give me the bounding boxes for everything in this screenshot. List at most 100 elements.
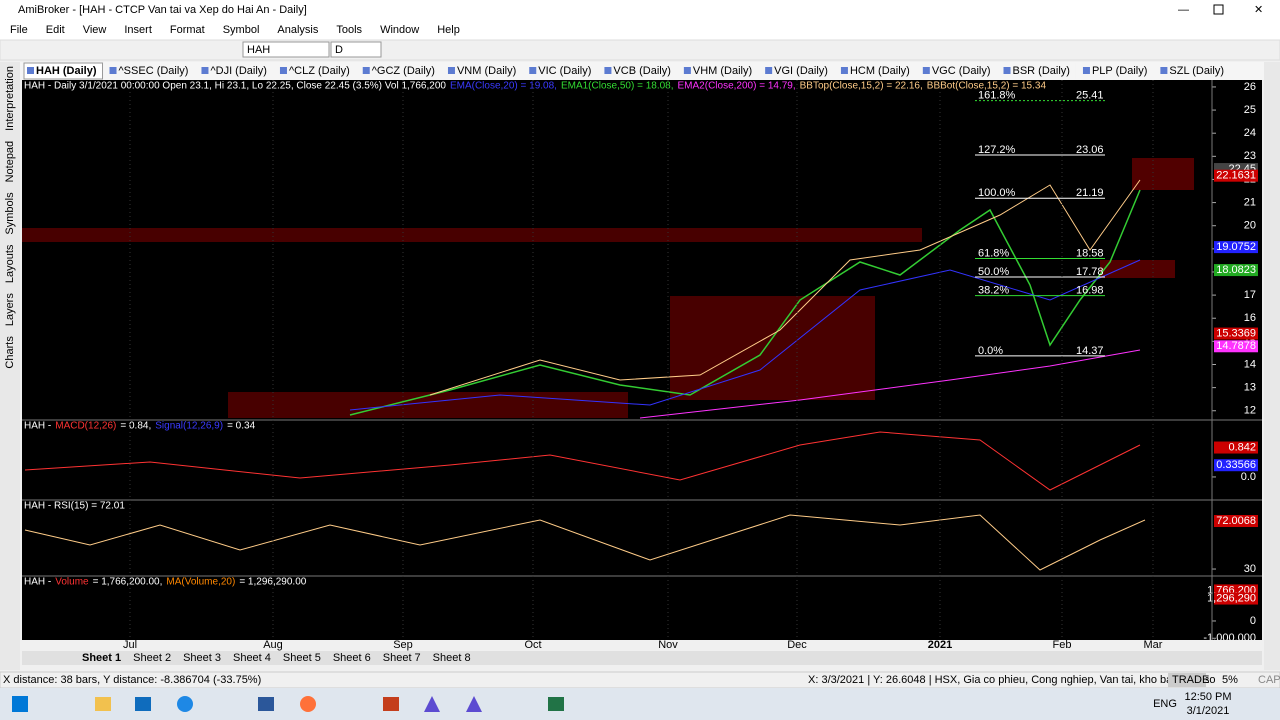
menu-item[interactable]: File <box>10 24 28 36</box>
side-tab[interactable]: Layouts <box>4 244 16 283</box>
side-tab[interactable]: Layers <box>4 293 16 327</box>
app-icon[interactable] <box>424 696 440 712</box>
value-marker-label: 15.3369 <box>1216 327 1256 339</box>
app-icon[interactable] <box>135 697 151 711</box>
tab[interactable] <box>680 63 759 79</box>
tab[interactable] <box>762 63 834 79</box>
tab[interactable] <box>444 63 523 79</box>
app-icon[interactable] <box>548 697 564 711</box>
ema200-path <box>639 349 1141 419</box>
window-title: AmiBroker - [HAH - CTCP Van tai va Xep d… <box>18 4 307 16</box>
tab-icon <box>604 67 612 74</box>
x-tick-label: Jul <box>123 639 137 651</box>
menu-item[interactable]: Tools <box>336 24 362 36</box>
zone <box>670 296 875 400</box>
menu-item[interactable]: Edit <box>46 24 65 36</box>
x-axis-bar <box>22 640 1262 650</box>
tab-label: HAH (Daily) <box>36 65 97 77</box>
tab-label: VNM (Daily) <box>457 65 516 77</box>
app-icon[interactable] <box>383 697 399 711</box>
value-marker-label: 0.842 <box>1228 441 1256 453</box>
tab[interactable] <box>837 63 916 79</box>
pane-header: EMA1(Close,50) = 18.08, <box>561 81 674 92</box>
zone <box>228 392 628 418</box>
start-button[interactable] <box>12 696 28 712</box>
x-tick-label: 2021 <box>928 639 952 651</box>
sheet-tab[interactable]: Sheet 3 <box>183 652 221 664</box>
app-icon[interactable] <box>177 696 193 712</box>
menu-item[interactable]: Symbol <box>223 24 260 36</box>
zone <box>22 228 922 242</box>
app-icon[interactable] <box>466 696 482 712</box>
menu-item[interactable]: Insert <box>124 24 152 36</box>
tab[interactable] <box>1000 63 1076 79</box>
tab[interactable] <box>1157 63 1230 79</box>
app-icon[interactable] <box>258 697 274 711</box>
tab[interactable] <box>359 63 441 79</box>
menu-item[interactable]: Help <box>437 24 460 36</box>
tab-label: VGC (Daily) <box>932 65 991 77</box>
chart-area <box>22 80 1262 640</box>
sheet-tab[interactable]: Sheet 8 <box>433 652 471 664</box>
value-marker <box>1214 515 1258 528</box>
tab[interactable] <box>601 63 677 79</box>
pane-header: = 0.34 <box>227 421 256 432</box>
clock-date[interactable]: 3/1/2021 <box>1187 705 1230 717</box>
menu-item[interactable]: View <box>83 24 107 36</box>
app-icon[interactable] <box>95 697 111 711</box>
language[interactable]: ENG <box>1153 698 1177 710</box>
sheet-tab[interactable]: Sheet 7 <box>383 652 421 664</box>
side-tab[interactable]: Interpretation <box>4 66 16 131</box>
tab-icon <box>1003 67 1011 74</box>
pane-header: BBBot(Close,15,2) = 15.34 <box>927 81 1047 92</box>
app-icon[interactable] <box>300 696 316 712</box>
maximize[interactable] <box>1213 4 1224 15</box>
y-tick-label: 25 <box>1244 104 1256 116</box>
tab[interactable] <box>23 62 104 80</box>
pane-header: EMA2(Close,200) = 14.79, <box>678 81 796 92</box>
clock-time[interactable]: 12:50 PM <box>1184 691 1231 703</box>
symbol: HAH <box>247 44 270 56</box>
close[interactable]: ✕ <box>1254 4 1263 16</box>
sheet-tab[interactable]: Sheet 4 <box>233 652 271 664</box>
tab[interactable] <box>106 63 195 79</box>
tab-icon <box>922 67 930 74</box>
sheet-tab[interactable]: Sheet 6 <box>333 652 371 664</box>
y-tick-label: 0 <box>1250 615 1256 627</box>
pane-header: = 1,766,200.00, <box>93 577 163 588</box>
value-marker <box>1214 241 1258 254</box>
pane-header: HAH - <box>24 577 51 588</box>
tab[interactable] <box>1079 63 1154 79</box>
tab-icon <box>109 67 117 74</box>
menu-item[interactable]: Format <box>170 24 205 36</box>
tab[interactable] <box>526 63 598 79</box>
pane-header: MACD(12,26) <box>55 421 116 432</box>
sheet-tab[interactable]: Sheet 5 <box>283 652 321 664</box>
fib-percent: 50.0% <box>978 266 1009 278</box>
side-tab[interactable]: Notepad <box>4 141 16 183</box>
side-tab[interactable]: Charts <box>4 336 16 369</box>
tab-label: ^SSEC (Daily) <box>119 65 189 77</box>
menu-item[interactable]: Window <box>380 24 419 36</box>
interval-box[interactable] <box>330 41 382 58</box>
zone <box>1132 158 1194 190</box>
bb-path <box>429 179 1141 396</box>
tab-icon <box>840 67 848 74</box>
tab[interactable] <box>198 63 273 79</box>
tab-icon <box>27 67 34 74</box>
symbol-box[interactable] <box>242 41 330 58</box>
sheet-tab[interactable]: Sheet 2 <box>133 652 171 664</box>
draw-toolbar <box>1264 62 1280 670</box>
sheet-tab[interactable]: Sheet 1 <box>82 652 121 664</box>
pane-header: = 0.84, <box>120 421 151 432</box>
menu-item[interactable]: Analysis <box>277 24 318 36</box>
minimize[interactable]: — <box>1178 4 1189 16</box>
tab[interactable] <box>276 63 356 79</box>
tab-label: VIC (Daily) <box>538 65 591 77</box>
tab-icon <box>529 67 537 74</box>
value-marker <box>1214 264 1258 277</box>
fib-percent: 61.8% <box>978 247 1009 259</box>
tab[interactable] <box>919 63 997 79</box>
tab-label: ^CLZ (Daily) <box>289 65 350 77</box>
side-tab[interactable]: Symbols <box>4 192 16 235</box>
